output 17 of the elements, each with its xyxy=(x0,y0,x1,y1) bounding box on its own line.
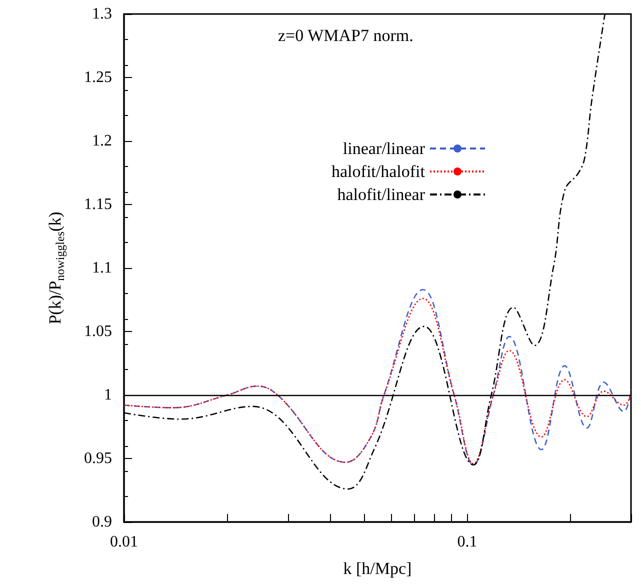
y-tick-label: 1.1 xyxy=(92,260,112,276)
legend-label: linear/linear xyxy=(342,139,426,158)
y-tick-label: 1.2 xyxy=(92,132,112,150)
x-tick-label: 0.01 xyxy=(110,534,138,550)
y-tick-label: 1.3 xyxy=(92,6,112,22)
annotation: z=0 WMAP7 norm. xyxy=(278,26,414,45)
x-axis-title: k [h/Mpc] xyxy=(343,559,412,578)
x-tick-label: 0.1 xyxy=(457,534,478,550)
y-tick-label: 1.15 xyxy=(84,196,112,213)
y-tick-label: 1.25 xyxy=(84,69,112,86)
y-tick-label: 0.9 xyxy=(92,514,112,530)
y-tick-label: 0.95 xyxy=(84,450,112,467)
y-axis-title: P(k)/Pnowiggles(k) xyxy=(46,212,67,324)
legend-label: halofit/halofit xyxy=(332,162,426,181)
y-tick-label: 1 xyxy=(104,386,112,404)
y-tick-label: 1.05 xyxy=(84,323,112,340)
legend-label: halofit/linear xyxy=(337,185,426,204)
